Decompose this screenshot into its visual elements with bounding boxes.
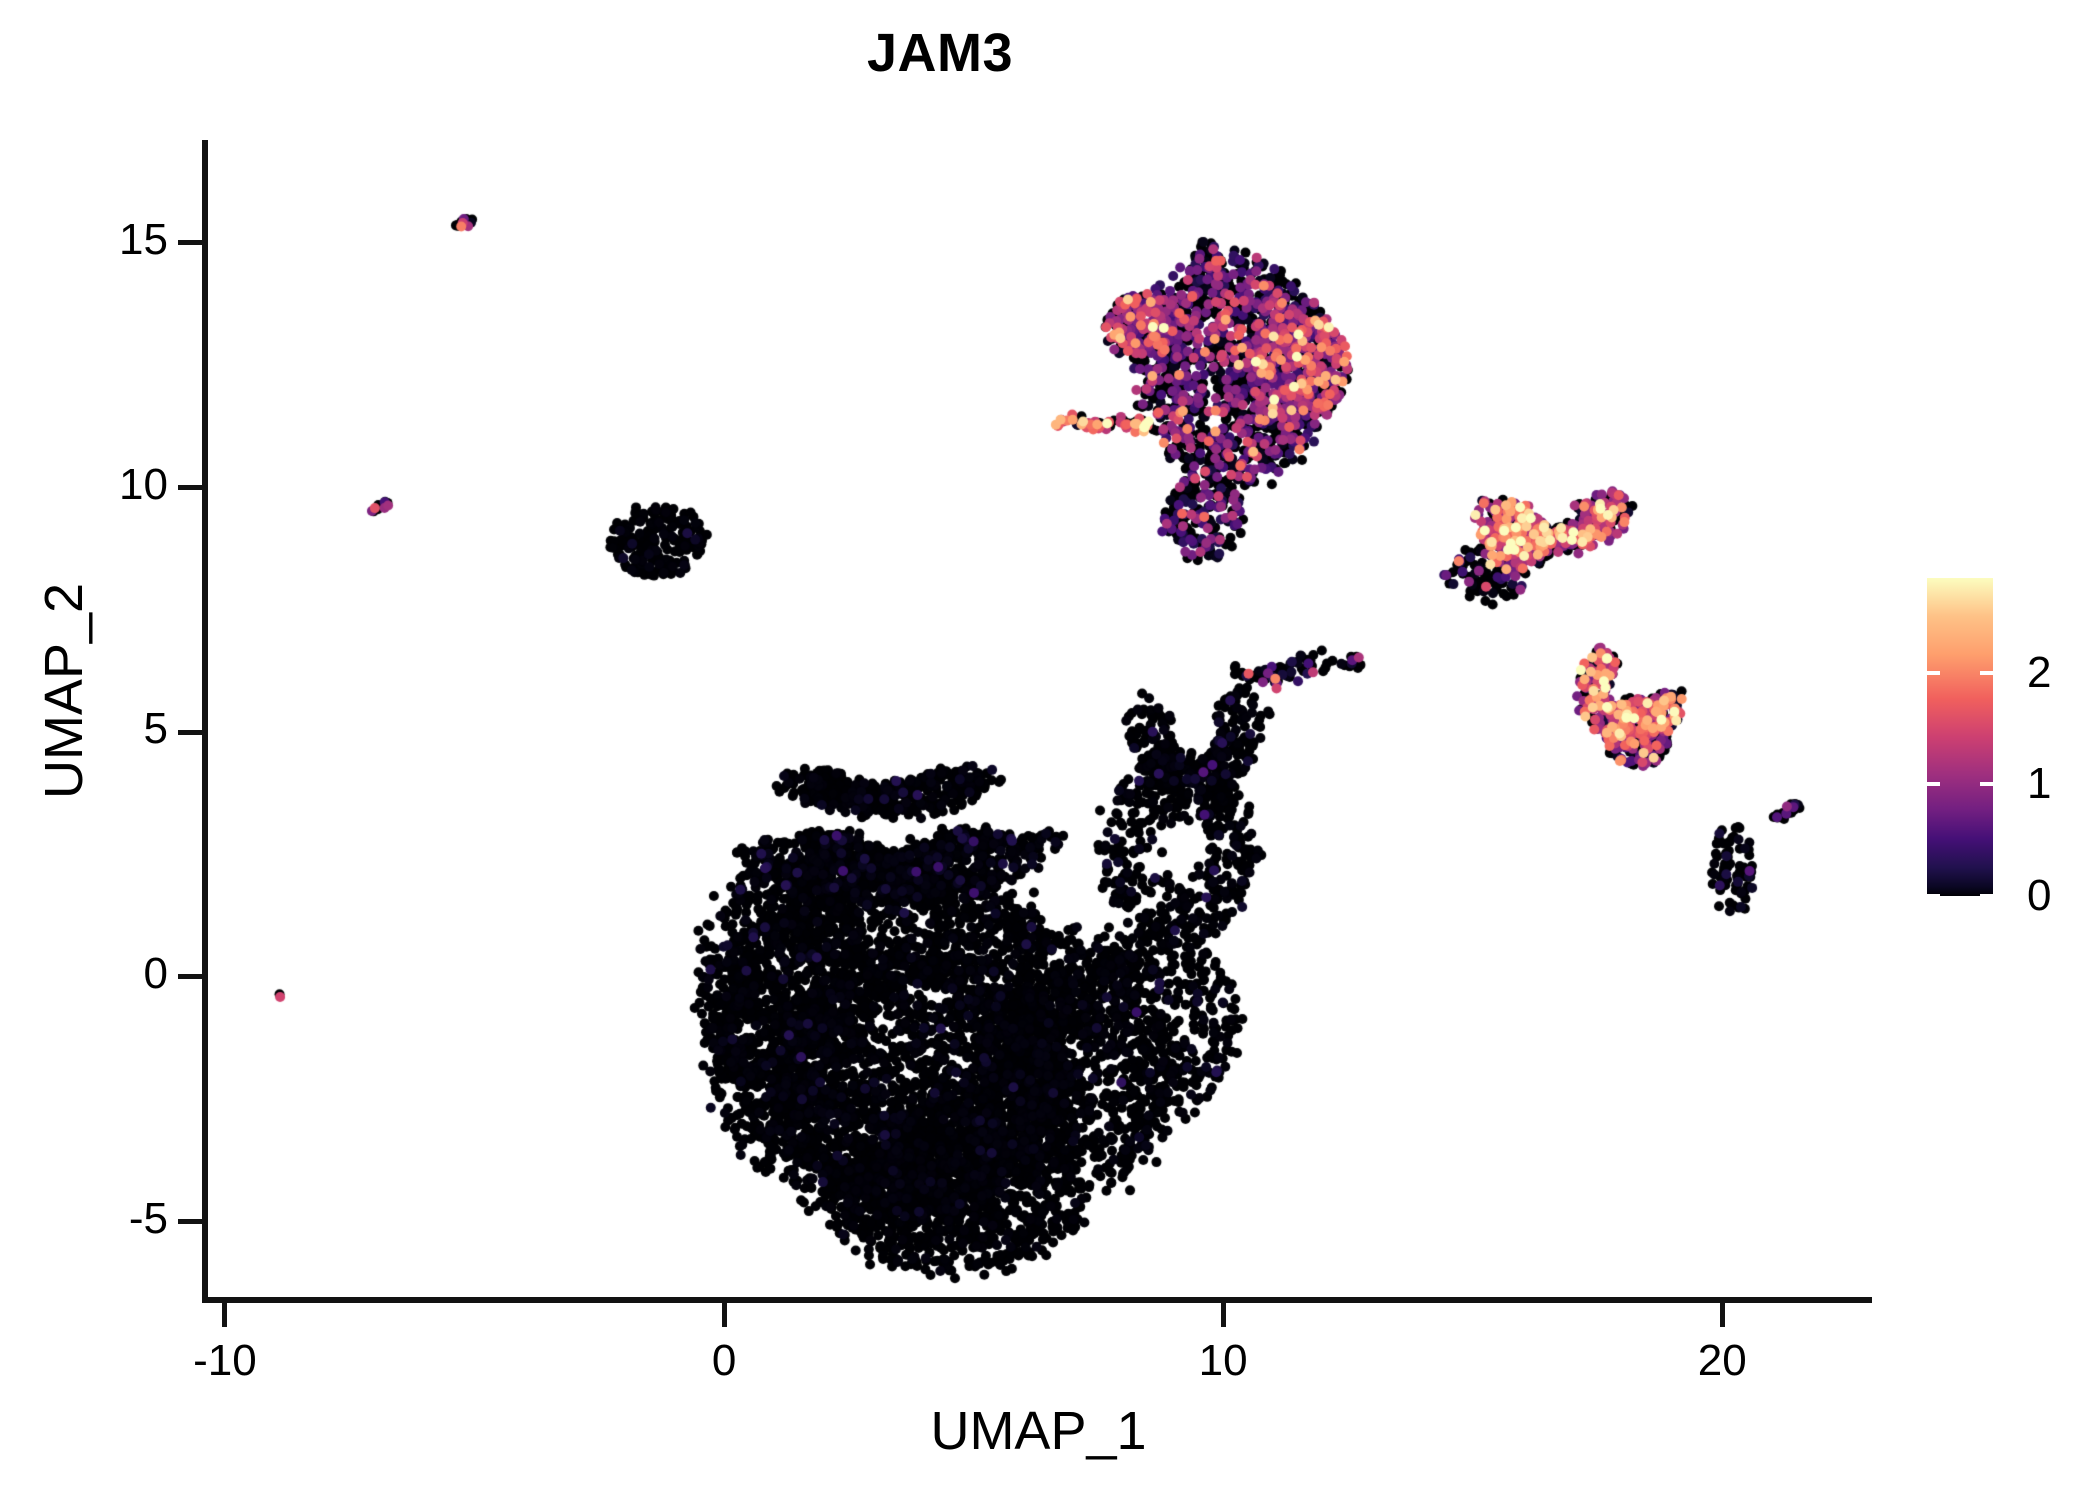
y-axis-line <box>202 140 208 1303</box>
colorbar-gradient <box>1927 578 1993 896</box>
x-tick-mark <box>222 1303 228 1327</box>
colorbar-tick-mark <box>1980 782 1993 787</box>
y-tick-mark <box>178 485 202 490</box>
y-tick-mark <box>178 240 202 246</box>
y-tick-label: -5 <box>128 1193 168 1243</box>
y-tick-mark <box>178 729 202 735</box>
y-axis-title: UMAP_2 <box>34 582 94 800</box>
x-tick-mark <box>1719 1303 1725 1327</box>
x-tick-label: 0 <box>711 1336 737 1385</box>
color-legend[interactable] <box>1927 578 1993 898</box>
colorbar-tick-mark <box>1980 670 1993 675</box>
scatter-points-canvas[interactable] <box>205 140 1872 1300</box>
colorbar-tick-label: 2 <box>2027 647 2052 697</box>
x-tick-mark <box>1220 1303 1226 1327</box>
x-tick-mark <box>721 1303 727 1327</box>
page-title: JAM3 <box>866 23 1014 83</box>
colorbar-tick-mark <box>1927 670 1940 675</box>
scatter-plot-panel[interactable] <box>205 140 1872 1300</box>
x-axis-title: UMAP_1 <box>930 1401 1147 1461</box>
y-tick-label: 15 <box>119 214 168 264</box>
colorbar-tick-mark <box>1927 782 1940 787</box>
y-tick-label: 10 <box>119 459 168 509</box>
x-tick-label: 20 <box>1697 1336 1747 1385</box>
colorbar-tick-mark <box>1980 894 1993 898</box>
y-tick-label: 5 <box>143 704 168 754</box>
y-tick-mark <box>178 1219 202 1225</box>
x-axis-line <box>202 1297 1872 1303</box>
x-tick-label: -10 <box>193 1336 257 1385</box>
colorbar-tick-label: 1 <box>2027 759 2052 809</box>
colorbar-tick-label: 0 <box>2027 871 2052 920</box>
y-tick-mark <box>178 974 202 980</box>
y-tick-label: 0 <box>143 948 168 998</box>
colorbar-tick-mark <box>1927 894 1940 898</box>
x-tick-label: 10 <box>1198 1336 1248 1385</box>
